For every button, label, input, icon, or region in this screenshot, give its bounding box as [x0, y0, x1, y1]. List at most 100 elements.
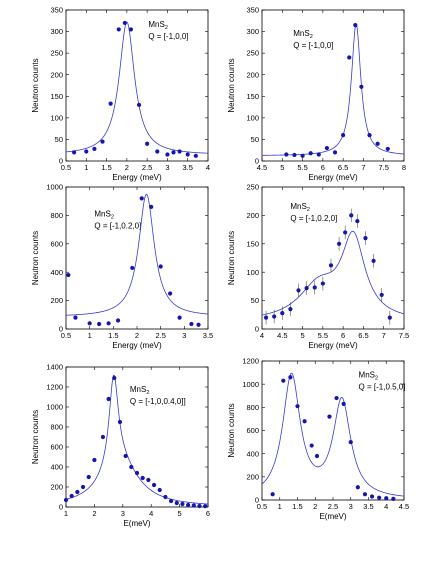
x-tick-label: 1 — [88, 331, 92, 340]
data-point — [308, 151, 313, 156]
data-point — [177, 315, 182, 320]
x-tick-label: 6.5 — [358, 331, 368, 340]
y-tick-label: 600 — [50, 239, 63, 248]
x-tick-label: 2 — [313, 502, 317, 511]
x-tick-label: 0.5 — [61, 331, 71, 340]
compound-subscript: 2 — [111, 214, 114, 220]
x-tick-label: 4.5 — [257, 163, 267, 172]
data-point — [168, 291, 173, 296]
data-point — [155, 149, 160, 154]
data-point — [359, 84, 364, 89]
data-point — [63, 497, 69, 503]
x-tick-label: 2.5 — [328, 502, 338, 511]
data-point — [353, 23, 358, 28]
x-tick-label: 1 — [64, 509, 68, 518]
fit-curve — [66, 21, 208, 154]
plot-frame — [261, 186, 405, 330]
data-point — [203, 504, 208, 509]
x-tick-label: 0.5 — [257, 502, 267, 511]
data-point — [171, 150, 176, 155]
panel-1: 0.5 1 1.5 2 2.5 3 3.5 4 0 50 100 150 200 250 300 350 Ene… — [31, 6, 210, 182]
x-tick-label: 5 — [300, 331, 304, 340]
fit-curve — [262, 372, 404, 497]
x-tick-label: 6.5 — [338, 163, 348, 172]
data-point — [134, 470, 140, 476]
plot-frame — [65, 366, 209, 508]
data-point — [341, 401, 346, 406]
fit-curve — [262, 230, 404, 316]
data-point — [292, 152, 297, 158]
data-point — [92, 457, 97, 463]
x-tick-label: 1.5 — [108, 331, 118, 340]
panel-6: 0.5 1 1.5 2 2.5 3 3.5 4 4.5 0 200 400 600 800 1000 1200… — [227, 357, 409, 521]
y-tick-label: 400 — [246, 449, 259, 458]
y-tick-label: 50 — [251, 296, 259, 305]
data-point — [146, 477, 151, 483]
y-tick-label: 200 — [50, 70, 63, 79]
y-tick-label: 250 — [246, 49, 259, 58]
x-tick-label: 7 — [361, 163, 365, 172]
x-tick-label: 0.5 — [61, 163, 71, 172]
y-tick-label: 0 — [255, 157, 259, 166]
x-tick-label: 2.5 — [142, 163, 152, 172]
y-tick-label: 200 — [246, 70, 259, 79]
data-point — [320, 281, 325, 286]
compound-subscript: 2 — [307, 207, 310, 213]
x-tick-label: 7 — [382, 331, 386, 340]
data-point — [387, 315, 392, 320]
y-tick-label: 300 — [50, 27, 63, 36]
data-point — [263, 315, 269, 320]
data-point — [174, 500, 179, 506]
y-tick-label: 250 — [50, 49, 63, 58]
data-point — [115, 318, 121, 323]
data-point — [355, 218, 360, 224]
y-tick-label: 0 — [255, 496, 259, 505]
data-point — [86, 474, 91, 480]
data-point — [377, 495, 382, 500]
y-axis-label: Neutron counts — [31, 410, 40, 464]
data-point — [324, 145, 330, 151]
y-tick-label: 1400 — [46, 363, 63, 372]
y-tick-label: 0 — [59, 503, 63, 512]
compound-label: MnS2 — [359, 370, 379, 381]
y-tick-label: 150 — [50, 92, 63, 101]
x-tick-label: 3.5 — [363, 502, 373, 511]
plot-frame — [261, 9, 405, 162]
compound-label: MnS2 — [293, 29, 313, 40]
y-tick-label: 800 — [50, 423, 63, 432]
data-point — [362, 492, 368, 497]
data-point — [122, 20, 127, 26]
x-axis-label: Energy (meV) — [112, 173, 162, 182]
x-tick-label: 3 — [182, 331, 186, 340]
data-point — [168, 498, 174, 504]
data-point — [385, 146, 390, 152]
q-vector-label: Q = [-1,0,0.4,0]] — [130, 397, 186, 406]
data-point — [379, 292, 384, 298]
x-tick-label: 4 — [149, 509, 153, 518]
y-axis-label: Neutron counts — [227, 403, 236, 457]
y-tick-label: 200 — [246, 211, 259, 220]
data-point — [371, 258, 376, 263]
data-point — [327, 414, 332, 419]
data-point — [163, 494, 168, 500]
data-point — [66, 272, 71, 278]
data-point — [116, 27, 121, 32]
y-tick-label: 200 — [246, 472, 259, 481]
q-vector-label: Q = [-1,0.5,0] — [359, 382, 406, 391]
x-tick-label: 6 — [321, 163, 325, 172]
data-point — [314, 453, 320, 459]
compound-label: MnS2 — [290, 202, 310, 213]
y-tick-label: 1000 — [46, 183, 63, 192]
data-point — [73, 315, 78, 320]
data-point — [367, 133, 372, 138]
q-vector-label: Q = [-1,0,0] — [293, 41, 333, 50]
data-point — [117, 419, 123, 425]
data-point — [139, 196, 144, 201]
data-point — [106, 396, 111, 402]
y-tick-label: 800 — [50, 211, 63, 220]
data-point — [72, 150, 77, 155]
data-point — [130, 265, 135, 271]
data-point — [332, 150, 338, 155]
x-tick-label: 5 — [178, 509, 182, 518]
data-point — [84, 149, 89, 154]
